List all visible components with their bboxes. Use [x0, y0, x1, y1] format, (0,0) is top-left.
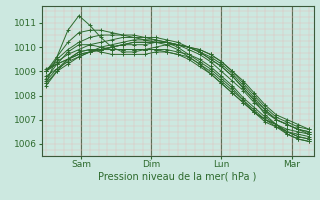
X-axis label: Pression niveau de la mer( hPa ): Pression niveau de la mer( hPa ) [99, 172, 257, 182]
